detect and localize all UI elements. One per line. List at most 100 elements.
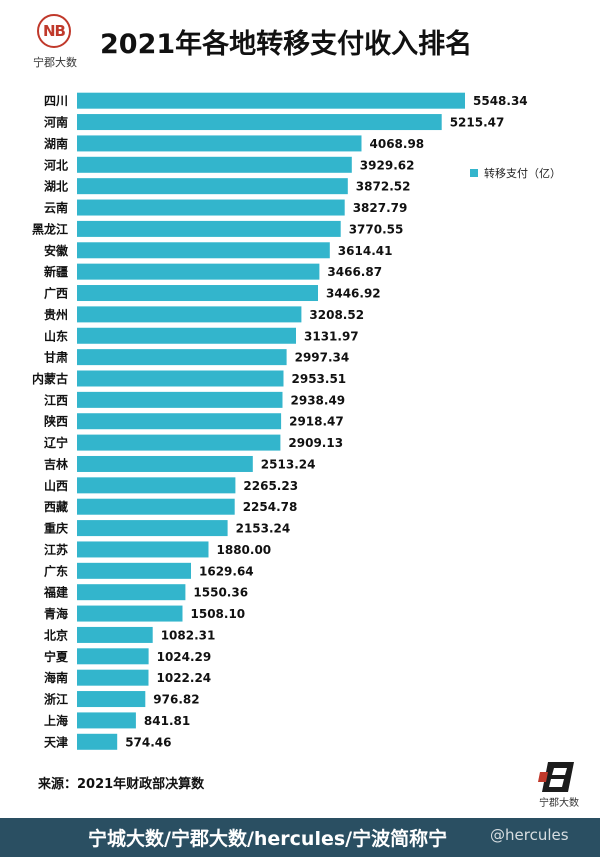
category-label: 河北 xyxy=(43,157,68,172)
category-label: 贵州 xyxy=(44,307,68,322)
data-label: 2254.78 xyxy=(243,500,298,514)
category-label: 吉林 xyxy=(44,456,68,471)
data-label: 2513.24 xyxy=(261,457,316,471)
bar xyxy=(77,285,318,302)
category-label: 陕西 xyxy=(44,414,68,429)
category-label: 海南 xyxy=(44,670,68,685)
data-label: 4068.98 xyxy=(370,137,425,151)
data-label: 3872.52 xyxy=(356,180,411,194)
watermark: @hercules xyxy=(490,826,569,844)
category-label: 云南 xyxy=(44,200,68,215)
data-label: 2918.47 xyxy=(289,415,344,429)
category-label: 宁夏 xyxy=(44,649,69,664)
footer-banner-text: 宁城大数/宁郡大数/hercules/宁波简称宁 xyxy=(88,828,448,850)
bottom-logo: 宁郡大数 xyxy=(534,760,584,810)
bar xyxy=(77,178,348,195)
category-label: 四川 xyxy=(44,94,68,108)
bar xyxy=(77,199,345,216)
data-label: 1550.36 xyxy=(193,586,248,600)
bar xyxy=(77,498,235,515)
category-label: 西藏 xyxy=(44,499,68,514)
bar xyxy=(77,584,186,601)
bar xyxy=(77,242,330,259)
category-label: 山西 xyxy=(44,478,68,493)
chart-legend: 转移支付（亿） xyxy=(470,165,561,181)
category-label: 辽宁 xyxy=(44,435,68,450)
b-logo-icon xyxy=(538,762,574,792)
bar xyxy=(77,263,320,280)
data-label: 5548.34 xyxy=(473,94,528,108)
bar xyxy=(77,455,253,472)
category-label: 浙江 xyxy=(44,692,68,707)
data-label: 2953.51 xyxy=(292,372,347,386)
category-label: 青海 xyxy=(44,606,68,621)
bar xyxy=(77,712,136,729)
bar xyxy=(77,520,228,537)
data-label: 2997.34 xyxy=(295,351,350,365)
category-label: 广东 xyxy=(44,563,68,578)
bar xyxy=(77,691,146,708)
bar xyxy=(77,135,362,152)
bar xyxy=(77,156,352,173)
bar xyxy=(77,92,465,109)
category-label: 新疆 xyxy=(44,264,68,279)
bar xyxy=(77,669,149,686)
data-label: 3929.62 xyxy=(360,158,415,172)
brand-logo: NB 宁郡大数 xyxy=(30,14,80,74)
category-label: 江西 xyxy=(44,392,68,407)
data-label: 2265.23 xyxy=(243,479,298,493)
nb-logo-mark: NB xyxy=(37,14,71,48)
data-label: 1022.24 xyxy=(157,671,212,685)
category-label: 天津 xyxy=(44,734,68,749)
bar xyxy=(77,114,442,131)
data-label: 2938.49 xyxy=(291,393,346,407)
data-label: 574.46 xyxy=(125,735,171,749)
category-label: 甘肃 xyxy=(44,350,68,365)
category-label: 湖南 xyxy=(44,136,68,151)
bar xyxy=(77,434,281,451)
data-label: 3208.52 xyxy=(309,308,364,322)
category-label: 上海 xyxy=(44,713,68,728)
bar xyxy=(77,391,283,408)
category-label: 广西 xyxy=(44,286,68,301)
data-label: 5215.47 xyxy=(450,116,505,130)
category-label: 福建 xyxy=(43,585,69,600)
data-label: 976.82 xyxy=(153,693,199,707)
category-label: 山东 xyxy=(44,328,68,343)
brand-logo-text: 宁郡大数 xyxy=(33,56,77,69)
category-label: 湖北 xyxy=(44,179,68,194)
legend-swatch xyxy=(470,169,478,177)
data-label: 841.81 xyxy=(144,714,190,728)
category-label: 河南 xyxy=(43,115,68,130)
bar xyxy=(77,349,287,366)
data-label: 1024.29 xyxy=(157,650,212,664)
data-label: 3446.92 xyxy=(326,287,381,301)
data-label: 1082.31 xyxy=(161,628,216,642)
category-label: 北京 xyxy=(44,627,68,642)
data-label: 2909.13 xyxy=(288,436,343,450)
source-note: 来源：2021年财政部决算数 xyxy=(38,777,205,792)
bar xyxy=(77,413,282,430)
data-label: 3614.41 xyxy=(338,244,393,258)
bar xyxy=(77,220,341,237)
bar xyxy=(77,327,296,344)
data-label: 1880.00 xyxy=(217,543,272,557)
bar xyxy=(77,648,149,665)
bar xyxy=(77,562,191,579)
data-label: 2153.24 xyxy=(236,522,291,536)
bar xyxy=(77,541,209,558)
category-label: 重庆 xyxy=(44,521,68,536)
bar-chart: 四川 5548.34 河南 5215.47 湖南 4068.98 河北 3929.62 湖北 38… xyxy=(32,92,528,750)
legend-label: 转移支付（亿） xyxy=(484,167,561,180)
bar xyxy=(77,626,153,643)
data-label: 3131.97 xyxy=(304,329,359,343)
data-label: 1629.64 xyxy=(199,564,254,578)
footer-banner: 宁城大数/宁郡大数/hercules/宁波简称宁 @hercules xyxy=(0,818,600,857)
bar xyxy=(77,477,236,494)
bar xyxy=(77,370,284,387)
bar xyxy=(77,605,183,622)
bottom-logo-text: 宁郡大数 xyxy=(539,798,579,809)
data-label: 3827.79 xyxy=(353,201,408,215)
data-label: 3466.87 xyxy=(327,265,382,279)
category-label: 江苏 xyxy=(44,542,68,557)
